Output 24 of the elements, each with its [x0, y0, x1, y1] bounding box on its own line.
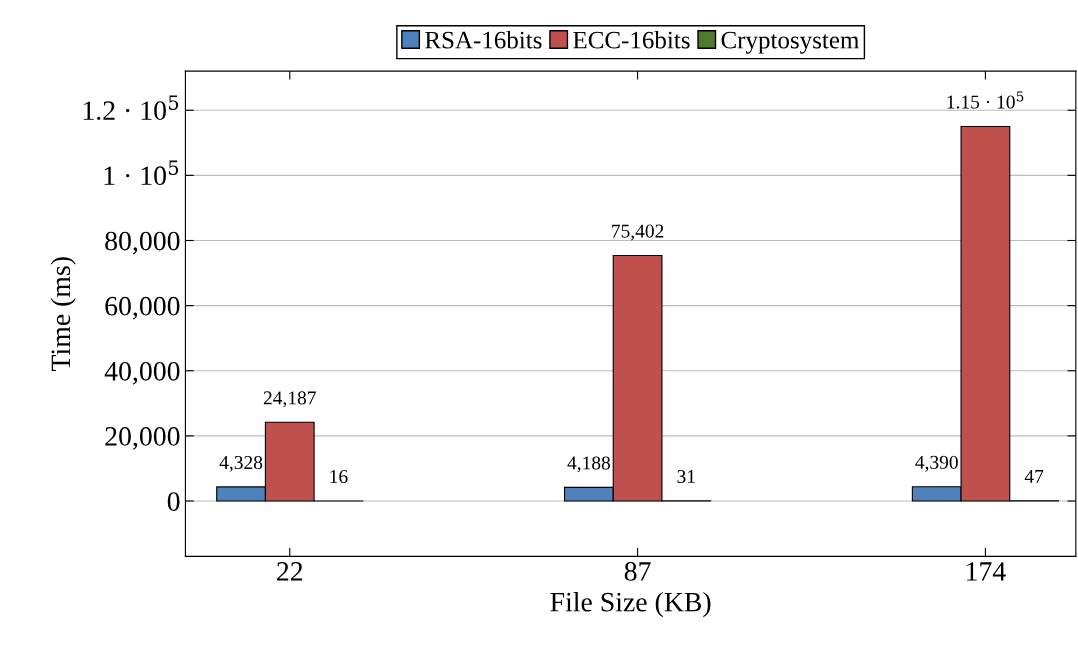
data-label: 4,328 — [219, 455, 263, 472]
data-label: 24,187 — [263, 391, 316, 408]
legend-label: Cryptosystem — [721, 31, 860, 54]
y-tick-label: 1 · 10$^{5}$ — [104, 160, 179, 186]
x-axis-title: File Size (KB) — [550, 591, 711, 618]
data-label: 4,390 — [915, 455, 958, 472]
y-tick-label: 40,000 — [104, 361, 180, 385]
data-label: 31 — [677, 469, 695, 484]
y-tick-label: 80,000 — [105, 231, 180, 255]
y-tick-label: 1.2 · 10$^{5}$ — [83, 95, 179, 121]
data-label: 4,188 — [567, 456, 611, 473]
data-label: 1.15 · 10$^{5}$ — [947, 91, 1024, 109]
data-label: 75,402 — [612, 224, 664, 241]
y-tick-label: 20,000 — [105, 427, 180, 450]
y-tick-label: 0 — [167, 492, 180, 511]
x-tick-label: 87 — [624, 562, 651, 581]
y-axis-title: Time (ms) — [50, 257, 76, 372]
data-label: 47 — [1024, 470, 1044, 483]
legend-label: ECC-16bits — [573, 30, 690, 49]
x-tick-label: 174 — [967, 562, 1006, 581]
x-tick-label: 22 — [277, 562, 303, 581]
legend-label: RSA-16bits — [425, 30, 542, 49]
data-label: 16 — [330, 470, 348, 484]
y-tick-label: 60,000 — [105, 296, 180, 320]
